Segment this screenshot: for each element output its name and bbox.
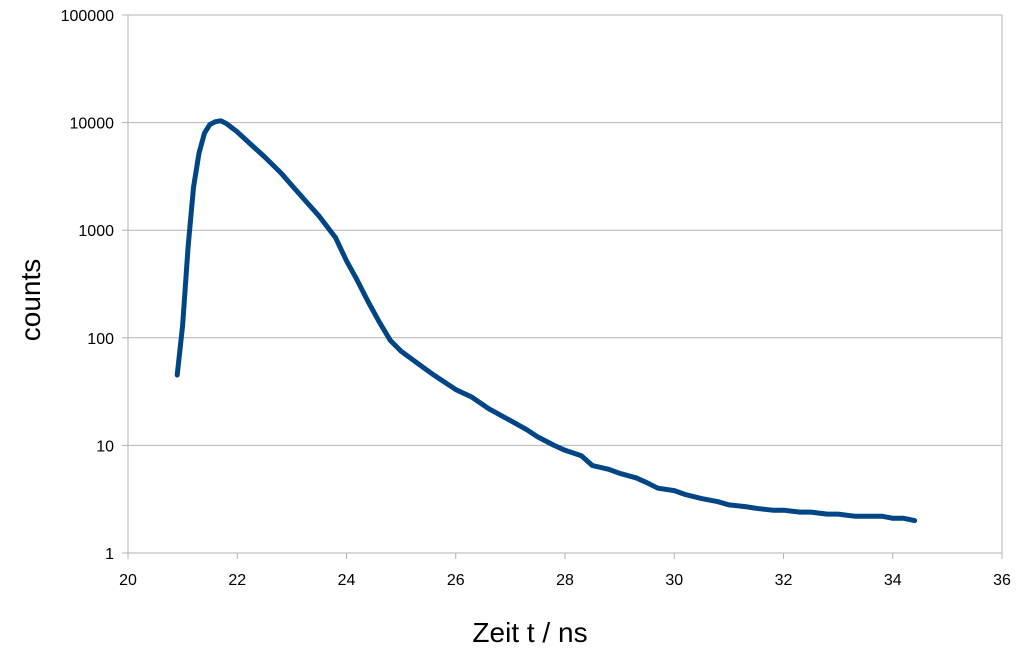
x-tick-label: 30 xyxy=(665,572,683,589)
axes xyxy=(122,14,1003,559)
x-axis-title: Zeit t / ns xyxy=(472,617,587,648)
y-axis-title: counts xyxy=(15,259,46,342)
series-layer xyxy=(174,118,918,524)
x-tick-label: 20 xyxy=(119,572,137,589)
x-tick-label: 28 xyxy=(556,572,574,589)
y-axis-ticks: 1 10 100 1000 10000 100000 xyxy=(61,8,114,563)
x-tick-label: 36 xyxy=(993,572,1011,589)
y-tick-label: 10000 xyxy=(70,116,115,133)
x-tick-label: 24 xyxy=(338,572,356,589)
y-tick-label: 100 xyxy=(87,331,114,348)
x-tick-label: 32 xyxy=(775,572,793,589)
y-tick-label: 100000 xyxy=(61,8,114,25)
x-tick-label: 34 xyxy=(884,572,902,589)
decay-curve-series xyxy=(174,118,918,524)
grid xyxy=(128,14,1002,554)
x-tick-label: 22 xyxy=(228,572,246,589)
x-axis-ticks: 20 22 24 26 28 30 32 34 36 xyxy=(119,572,1011,589)
y-tick-label: 10 xyxy=(96,438,114,455)
x-tick-label: 26 xyxy=(447,572,465,589)
y-tick-label: 1 xyxy=(105,546,114,563)
y-tick-label: 1000 xyxy=(78,223,114,240)
